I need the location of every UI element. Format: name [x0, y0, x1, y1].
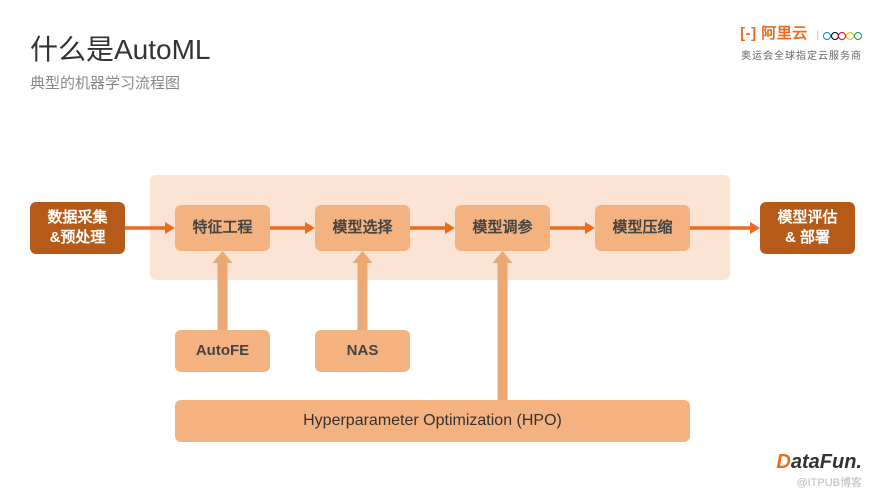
brand-tagline: 奥运会全球指定云服务商	[740, 47, 862, 62]
page-subtitle: 典型的机器学习流程图	[30, 72, 180, 93]
node-n1: 数据采集 &预处理	[30, 202, 125, 254]
node-n8: NAS	[315, 330, 410, 372]
node-n6: 模型评估 & 部署	[760, 202, 855, 254]
brand-logo-main: [-] 阿里云 |	[740, 22, 862, 43]
aliyun-logo-text: [-] 阿里云	[740, 25, 812, 42]
watermark-text: @ITPUB博客	[796, 474, 862, 490]
page-title: 什么是AutoML	[30, 28, 211, 68]
node-n7: AutoFE	[175, 330, 270, 372]
node-n9: Hyperparameter Optimization (HPO)	[175, 400, 690, 442]
olympic-rings-icon	[826, 28, 862, 43]
node-n4: 模型调参	[455, 205, 550, 251]
node-n3: 模型选择	[315, 205, 410, 251]
slide-canvas: 什么是AutoML 典型的机器学习流程图 [-] 阿里云 | 奥运会全球指定云服…	[0, 0, 890, 500]
datafun-logo: DataFun.	[776, 451, 862, 474]
node-n2: 特征工程	[175, 205, 270, 251]
node-n5: 模型压缩	[595, 205, 690, 251]
brand-logo-block: [-] 阿里云 | 奥运会全球指定云服务商	[740, 22, 862, 62]
